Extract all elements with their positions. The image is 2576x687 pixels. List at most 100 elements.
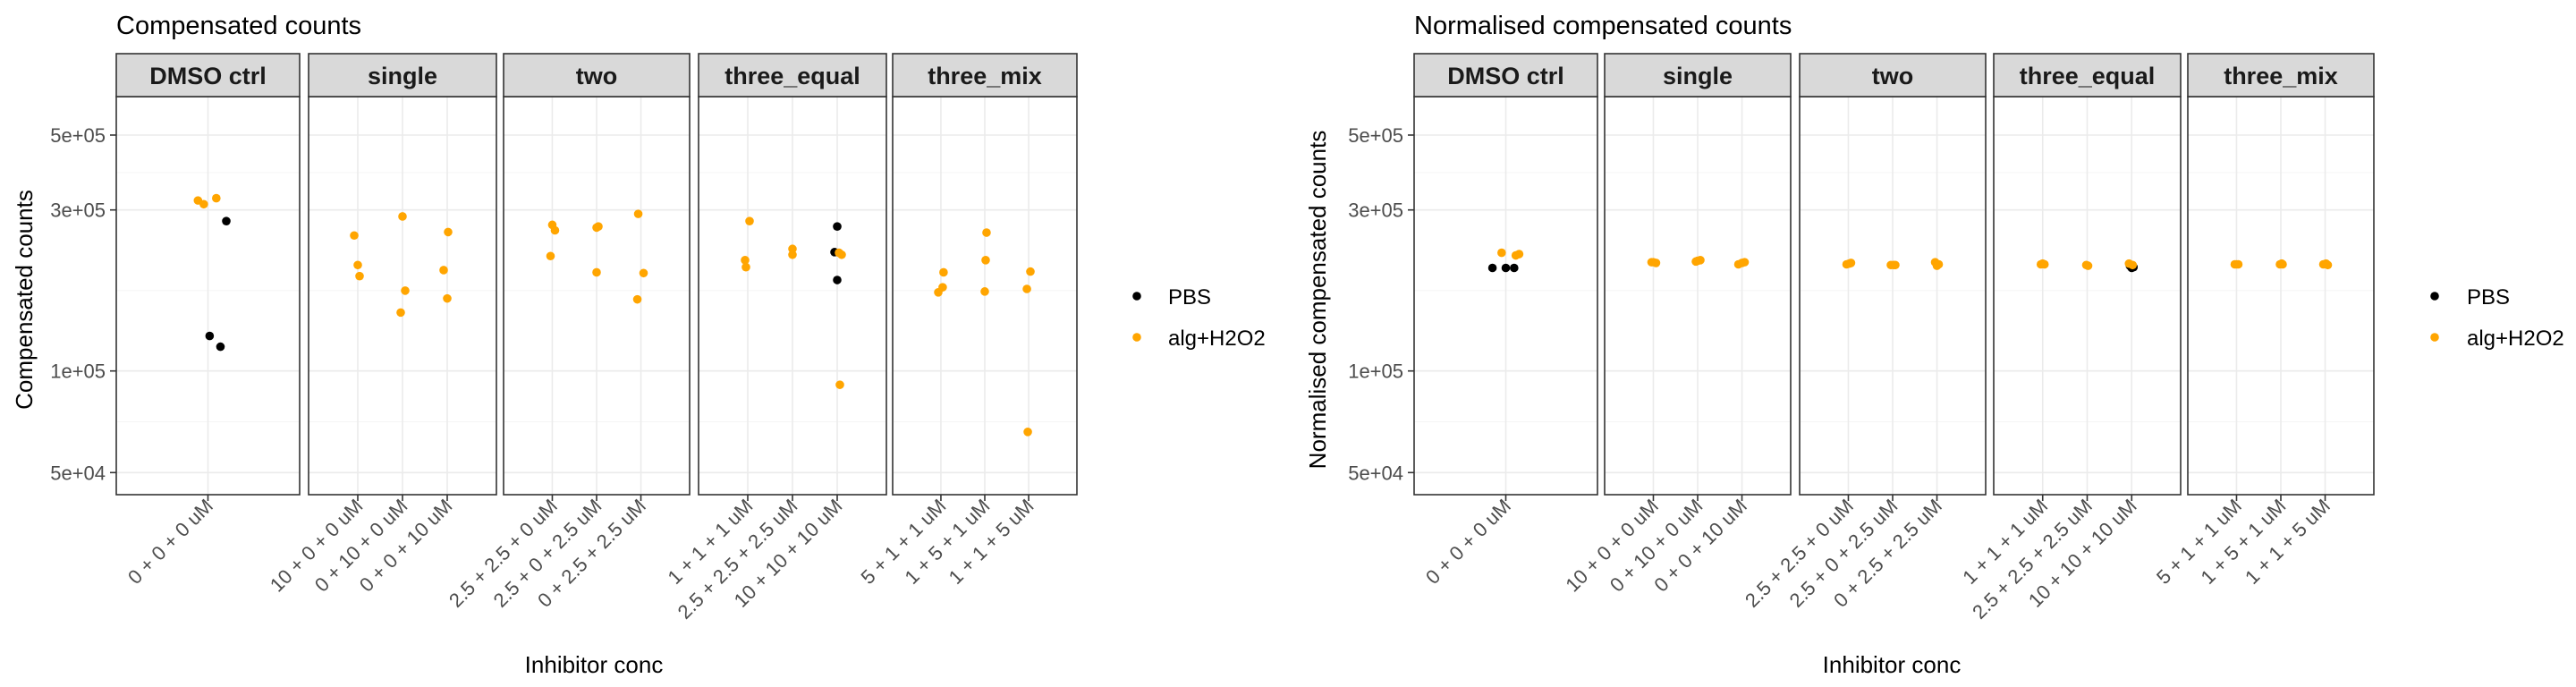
data-point-alg-h2o2	[1891, 260, 1900, 270]
data-point-alg-h2o2	[633, 209, 643, 218]
legend-key-pbs	[2430, 292, 2439, 301]
facet-strip	[1604, 53, 1792, 98]
data-point-alg-h2o2	[212, 193, 221, 203]
facet-strip-label: three_equal	[724, 63, 860, 89]
data-point-alg-h2o2	[396, 308, 405, 318]
y-axis-title: Compensated counts	[11, 190, 38, 410]
data-point-alg-h2o2	[355, 271, 364, 281]
data-point-alg-h2o2	[350, 231, 359, 241]
data-point-alg-h2o2	[788, 250, 797, 259]
data-point-alg-h2o2	[444, 227, 453, 237]
data-point-alg-h2o2	[982, 228, 991, 237]
y-tick-label: 1e+05	[1348, 360, 1403, 383]
facet-strip-label: two	[576, 63, 618, 89]
data-point-alg-h2o2	[1022, 284, 1031, 293]
facet-panels: 5e+04 1e+05 3e+05 5e+05 DMSO ctrl 0 + 0 + 0 u…	[50, 53, 1078, 623]
data-point-alg-h2o2	[592, 267, 601, 277]
x-tick-label: 0 + 0 + 0 uM	[1421, 495, 1515, 589]
legend-label-pbs: PBS	[2467, 285, 2510, 310]
data-point-alg-h2o2	[546, 251, 555, 261]
data-point-alg-h2o2	[1023, 427, 1032, 437]
data-point-alg-h2o2	[741, 256, 750, 265]
data-point-alg-h2o2	[1696, 256, 1705, 265]
y-axis: 5e+04 1e+05 3e+05 5e+05	[50, 124, 116, 484]
facet-strip-label: DMSO ctrl	[149, 63, 267, 89]
y-tick-label: 5e+04	[1348, 462, 1403, 484]
facet-strip	[698, 53, 887, 98]
legend-label-alg-h2o2: alg+H2O2	[1168, 327, 1266, 351]
data-point-alg-h2o2	[199, 199, 208, 209]
chart-title: Normalised compensated counts	[1414, 12, 1792, 40]
data-point-alg-h2o2	[2128, 260, 2138, 270]
data-point-alg-h2o2	[1846, 259, 1856, 267]
facet-strip	[115, 53, 301, 98]
facet-strip	[1993, 53, 2182, 98]
legend: PBS alg+H2O2	[2430, 285, 2564, 351]
legend-key-pbs	[1132, 292, 1141, 301]
facet-strip-label: DMSO ctrl	[1447, 63, 1564, 89]
legend-label-pbs: PBS	[1168, 285, 1211, 310]
facet-strip-label: two	[1872, 63, 1914, 89]
data-point-alg-h2o2	[1514, 250, 1524, 259]
data-point-alg-h2o2	[401, 286, 410, 295]
facet-strip	[308, 53, 497, 98]
y-tick-label: 5e+05	[1348, 124, 1403, 147]
facet-strip-label: three_mix	[2224, 63, 2338, 89]
data-point-alg-h2o2	[443, 293, 452, 303]
facet-strip	[1799, 53, 1987, 98]
data-point-alg-h2o2	[2278, 259, 2287, 269]
data-point-alg-h2o2	[550, 225, 560, 235]
facet-strip	[503, 53, 691, 98]
data-point-alg-h2o2	[745, 216, 754, 225]
facet-strip	[892, 53, 1078, 98]
data-point-alg-h2o2	[2323, 260, 2333, 270]
data-point-pbs	[833, 276, 842, 284]
y-tick-label: 3e+05	[50, 199, 106, 222]
data-point-alg-h2o2	[980, 287, 989, 296]
data-point-alg-h2o2	[439, 266, 448, 275]
chart-title: Compensated counts	[116, 12, 361, 40]
data-point-alg-h2o2	[594, 222, 603, 231]
x-axis-title: Inhibitor conc	[1823, 651, 1962, 678]
facet-panel-dmso-ctrl: DMSO ctrl 0 + 0 + 0 uM	[115, 53, 301, 589]
data-point-alg-h2o2	[632, 294, 642, 304]
data-point-alg-h2o2	[398, 212, 407, 221]
data-point-pbs	[1487, 263, 1497, 273]
x-tick-label: 0 + 0 + 0 uM	[123, 495, 217, 589]
facet-strip-label: single	[368, 63, 437, 89]
data-point-alg-h2o2	[934, 288, 943, 297]
y-tick-label: 1e+05	[50, 360, 106, 383]
data-point-alg-h2o2	[2083, 261, 2093, 270]
data-point-alg-h2o2	[2039, 259, 2049, 269]
data-point-alg-h2o2	[639, 268, 648, 278]
legend: PBS alg+H2O2	[1132, 285, 1266, 351]
y-tick-label: 5e+04	[50, 462, 106, 484]
facet-strip-label: three_equal	[2020, 63, 2156, 89]
data-point-alg-h2o2	[1026, 267, 1035, 276]
data-point-alg-h2o2	[2233, 259, 2243, 269]
y-tick-label: 3e+05	[1348, 199, 1403, 222]
data-point-pbs	[216, 342, 225, 352]
facet-strip	[2187, 53, 2375, 98]
facet-strip	[1413, 53, 1598, 98]
data-point-alg-h2o2	[1934, 259, 1944, 269]
legend-key-alg-h2o2	[2430, 333, 2439, 342]
data-point-pbs	[1510, 263, 1519, 273]
data-point-alg-h2o2	[353, 260, 362, 270]
data-point-pbs	[205, 331, 215, 341]
legend-key-alg-h2o2	[1132, 333, 1141, 342]
data-point-alg-h2o2	[837, 250, 846, 259]
data-point-alg-h2o2	[1497, 248, 1506, 258]
facet-strip-label: single	[1663, 63, 1733, 89]
facet-panel-dmso-ctrl: DMSO ctrl 0 + 0 + 0 uM	[1413, 53, 1598, 589]
facet-strip-label: three_mix	[928, 63, 1042, 89]
data-point-alg-h2o2	[1651, 259, 1661, 267]
y-tick-label: 5e+05	[50, 124, 106, 147]
y-axis-title: Normalised compensated counts	[1304, 131, 1331, 470]
